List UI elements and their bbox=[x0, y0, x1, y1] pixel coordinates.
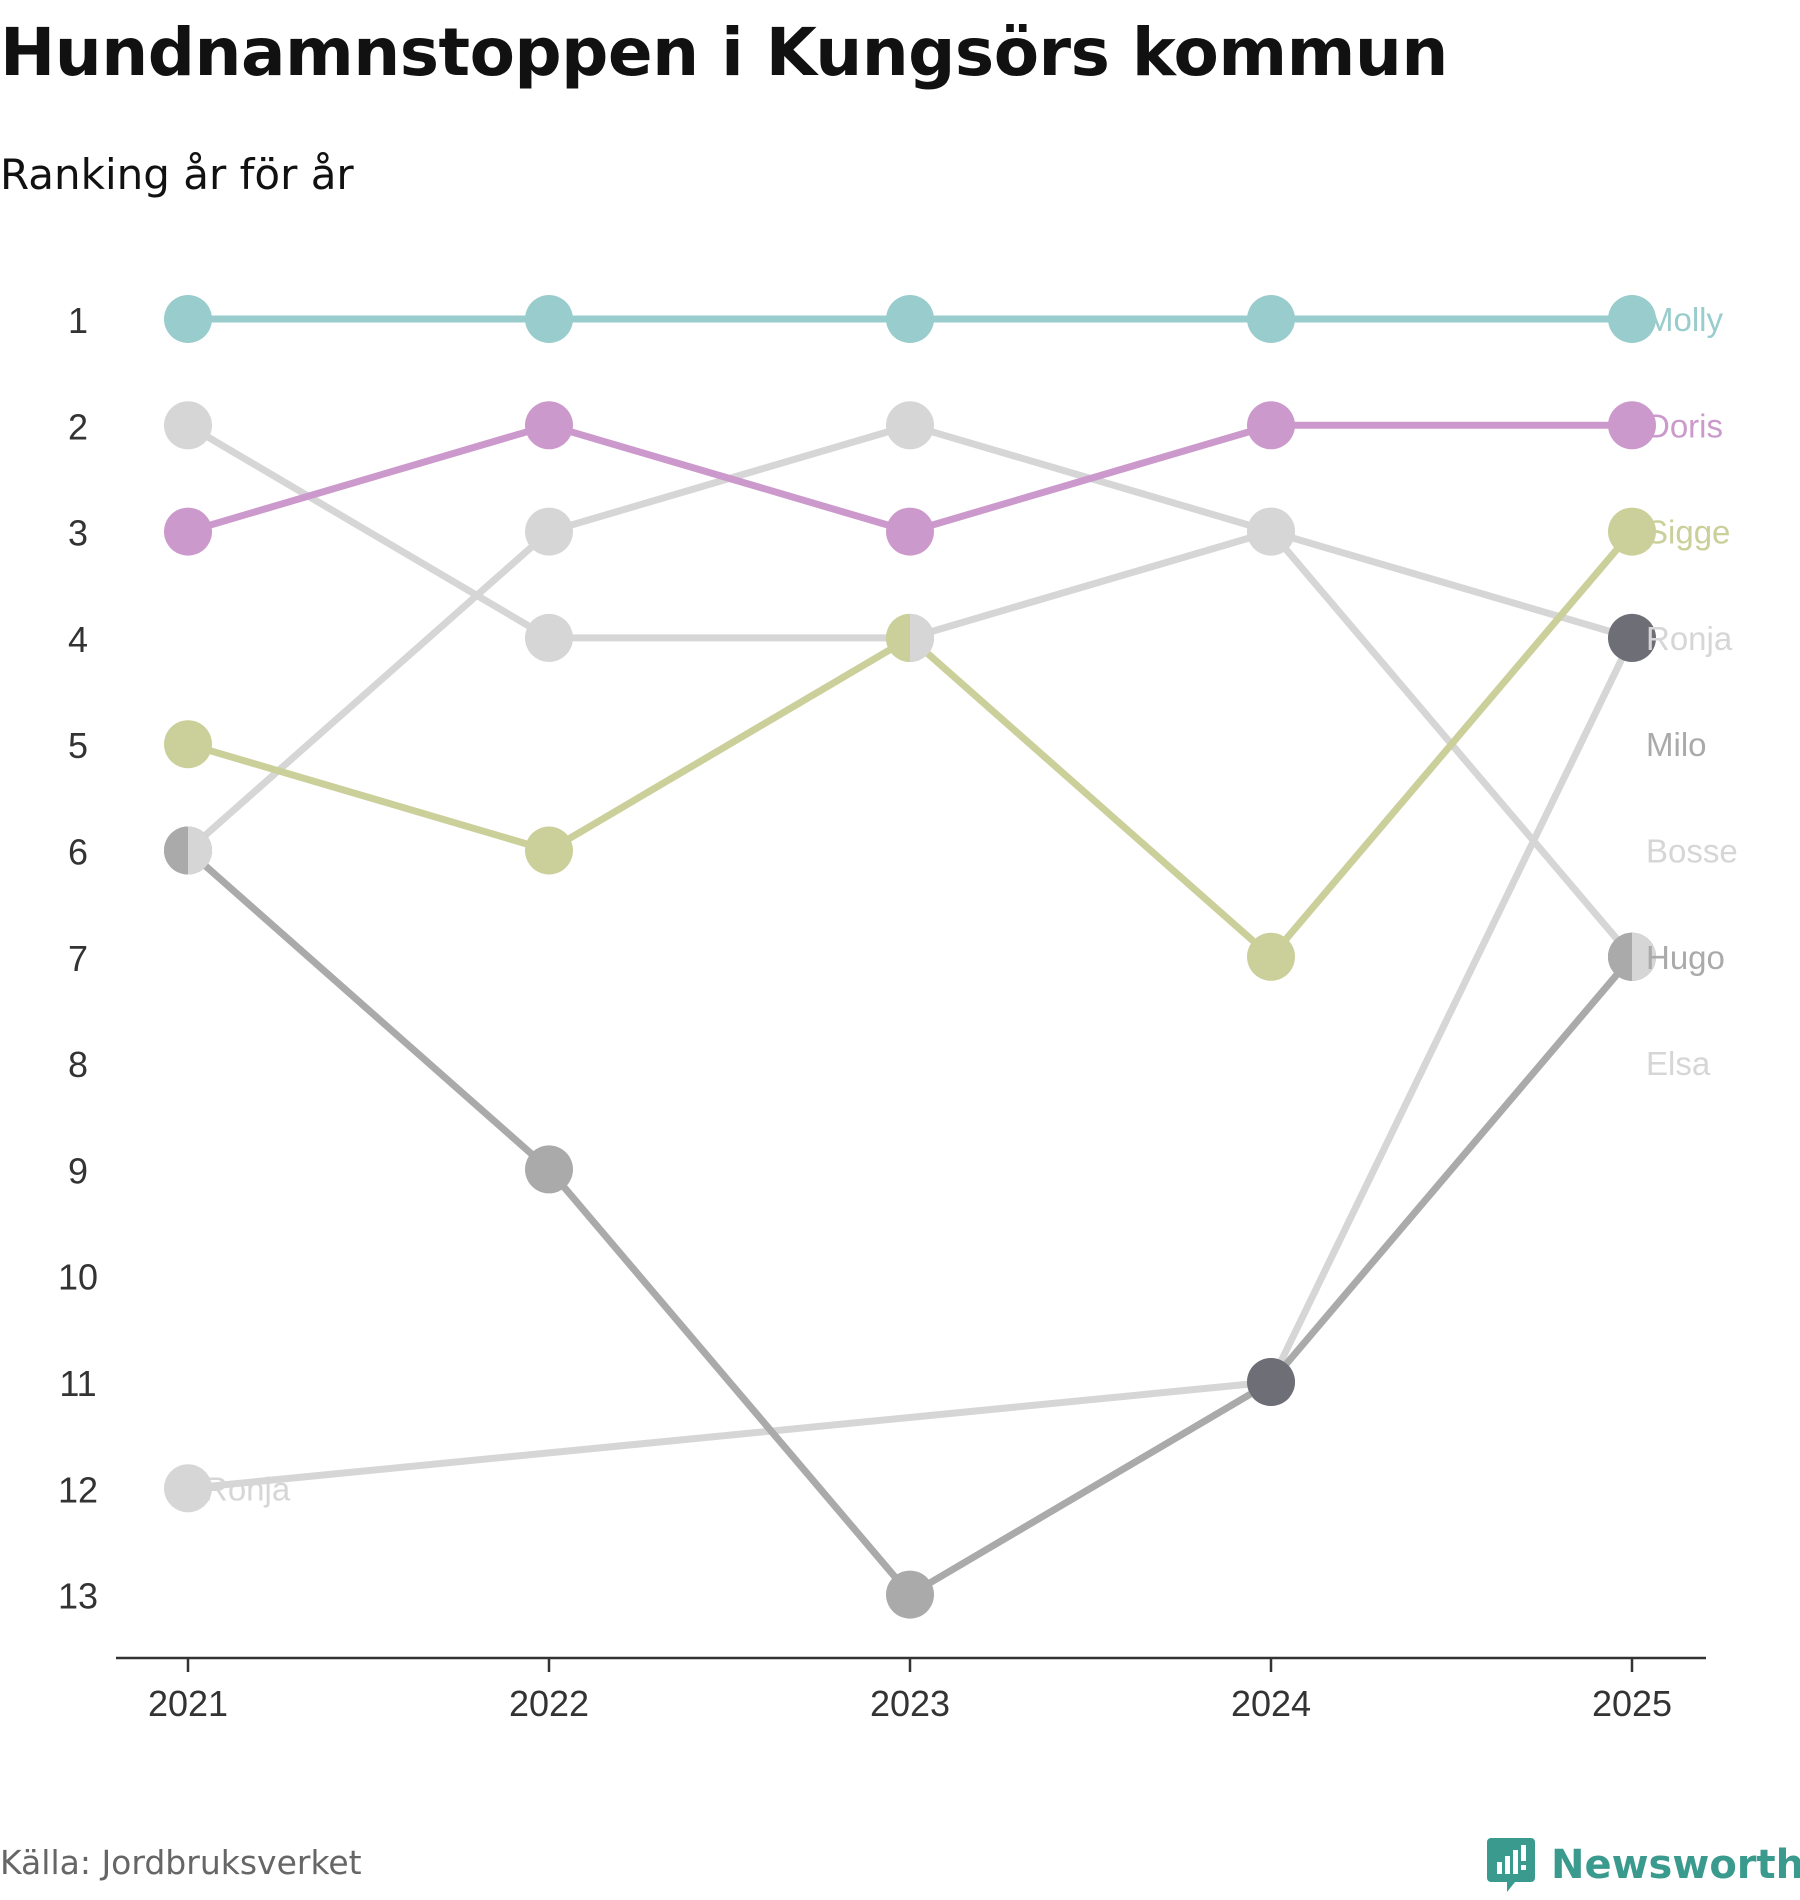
point-bosse-2024 bbox=[1247, 507, 1295, 556]
point-sigge-2021 bbox=[164, 720, 212, 769]
series-line-milo bbox=[184, 847, 1636, 1599]
point-molly-2023 bbox=[886, 295, 934, 343]
end-label-ronja: Ronja bbox=[1646, 620, 1733, 657]
point-sigge-2024 bbox=[1247, 932, 1295, 981]
point-doris-2023 bbox=[886, 507, 934, 556]
point-molly-2025 bbox=[1608, 295, 1656, 343]
brand: Newsworthy bbox=[1485, 1836, 1800, 1894]
series-line-elsa bbox=[184, 421, 1636, 961]
y-tick-label-13: 13 bbox=[58, 1576, 98, 1617]
split-point-left-2023-4 bbox=[886, 613, 910, 662]
point-bosse-2022 bbox=[525, 613, 573, 662]
y-tick-label-4: 4 bbox=[68, 619, 88, 660]
y-tick-label-8: 8 bbox=[68, 1044, 88, 1085]
source-note: Källa: Jordbruksverket bbox=[0, 1843, 362, 1882]
y-tick-label-10: 10 bbox=[58, 1257, 98, 1298]
point-bosse-2021 bbox=[164, 401, 212, 450]
point-elsa-2023 bbox=[886, 401, 934, 450]
point-molly-2022 bbox=[525, 295, 573, 343]
end-label-milo: Milo bbox=[1646, 726, 1707, 763]
start-label-ronja: Ronja bbox=[204, 1470, 291, 1507]
split-point-left-2025-7 bbox=[1608, 932, 1632, 981]
x-tick-label-2021: 2021 bbox=[148, 1683, 228, 1724]
y-tick-label-12: 12 bbox=[58, 1469, 98, 1510]
series-line-sigge bbox=[184, 528, 1636, 961]
point-doris-2025 bbox=[1608, 401, 1656, 450]
split-point-right-2023-4 bbox=[910, 613, 934, 662]
point-doris-2021 bbox=[164, 507, 212, 556]
x-tick-label-2025: 2025 bbox=[1592, 1683, 1672, 1724]
point-doris-2022 bbox=[525, 401, 573, 450]
chart-subtitle: Ranking år för år bbox=[0, 150, 354, 199]
y-tick-label-7: 7 bbox=[68, 938, 88, 979]
y-tick-label-2: 2 bbox=[68, 406, 88, 447]
split-point-left-2021-6 bbox=[164, 826, 188, 875]
y-tick-label-5: 5 bbox=[68, 725, 88, 766]
y-tick-label-3: 3 bbox=[68, 513, 88, 554]
end-label-bosse: Bosse bbox=[1646, 833, 1738, 870]
x-tick-label-2022: 2022 bbox=[509, 1683, 589, 1724]
point-sigge-2025 bbox=[1608, 507, 1656, 556]
x-tick-label-2024: 2024 bbox=[1231, 1683, 1311, 1724]
split-point-right-2025-7 bbox=[1632, 932, 1656, 981]
series-line-ronja bbox=[184, 634, 1636, 1492]
point-doris-2024 bbox=[1247, 401, 1295, 450]
split-point-right-2021-6 bbox=[188, 826, 213, 875]
end-label-elsa: Elsa bbox=[1646, 1045, 1711, 1082]
point-molly-2021 bbox=[164, 295, 212, 343]
chart-title: Hundnamnstoppen i Kungsörs kommun bbox=[0, 14, 1448, 91]
end-label-sigge: Sigge bbox=[1646, 514, 1730, 551]
y-tick-label-1: 1 bbox=[68, 300, 88, 341]
brand-name: Newsworthy bbox=[1551, 1842, 1800, 1888]
point-elsa-2022 bbox=[525, 507, 573, 556]
end-label-doris: Doris bbox=[1646, 407, 1723, 444]
point-milo-2023 bbox=[886, 1570, 934, 1619]
point-ronja-2021 bbox=[164, 1464, 212, 1513]
y-tick-label-6: 6 bbox=[68, 832, 88, 873]
highlight-point-2024-11 bbox=[1247, 1358, 1295, 1406]
newsworthy-logo-icon bbox=[1487, 1838, 1535, 1892]
y-tick-label-9: 9 bbox=[68, 1150, 88, 1191]
x-tick-label-2023: 2023 bbox=[870, 1683, 950, 1724]
point-molly-2024 bbox=[1247, 295, 1295, 343]
end-label-hugo: Hugo bbox=[1646, 939, 1725, 976]
y-tick-label-11: 11 bbox=[59, 1363, 96, 1404]
highlight-point-2025-4 bbox=[1608, 613, 1656, 662]
end-label-molly: Molly bbox=[1646, 301, 1724, 338]
point-milo-2022 bbox=[525, 1145, 573, 1194]
point-sigge-2022 bbox=[525, 826, 573, 875]
